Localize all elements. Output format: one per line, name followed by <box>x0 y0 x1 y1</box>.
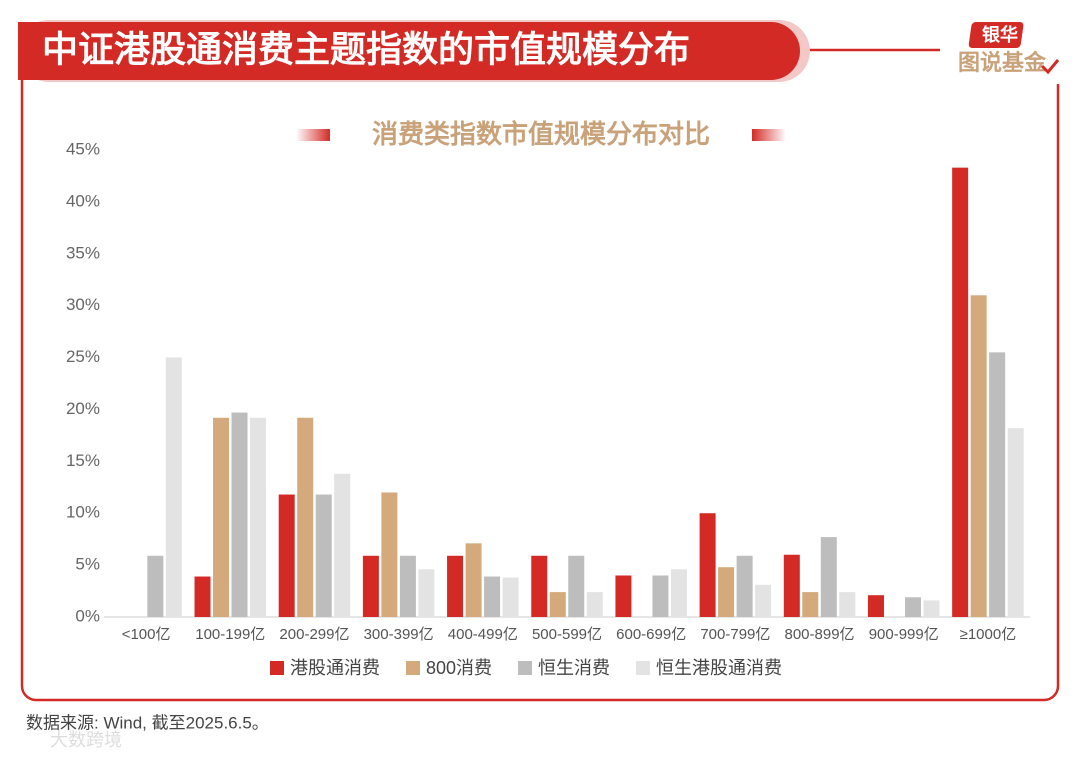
bar <box>904 597 921 617</box>
logo-badge <box>968 22 1024 48</box>
y-tick-label: 35% <box>66 243 100 262</box>
header-band <box>18 22 800 80</box>
y-tick-label: 5% <box>75 555 100 574</box>
legend-label: 恒生港股通消费 <box>656 658 782 678</box>
legend-swatch <box>518 661 533 675</box>
bar <box>586 592 603 617</box>
bar <box>820 537 837 617</box>
logo-slogan: 图说基金 <box>958 50 1047 75</box>
bar <box>736 555 753 617</box>
bar <box>839 592 856 617</box>
y-tick-label: 10% <box>66 503 100 522</box>
bar <box>297 417 314 617</box>
x-tick-label: 700-799亿 <box>700 626 770 643</box>
bar <box>568 555 585 617</box>
bar <box>718 567 735 617</box>
bar <box>315 494 332 617</box>
bar <box>362 555 379 617</box>
watermark: 大数跨境 <box>50 730 122 750</box>
x-tick-label: 200-299亿 <box>279 626 349 643</box>
bar <box>867 595 884 617</box>
bar <box>194 576 211 617</box>
x-tick-label: ≥1000亿 <box>960 626 1017 643</box>
header-band-corner <box>18 22 58 80</box>
x-tick-label: 800-899亿 <box>785 626 855 643</box>
bar <box>278 494 295 617</box>
header-title: 中证港股通消费主题指数的市值规模分布 <box>42 29 690 70</box>
x-tick-label: 500-599亿 <box>532 626 602 643</box>
bar <box>615 575 632 617</box>
bar <box>923 600 940 617</box>
bar <box>1007 428 1024 617</box>
x-tick-label: <100亿 <box>122 626 171 643</box>
bar <box>670 569 687 617</box>
legend-swatch <box>636 661 651 675</box>
bar <box>213 417 230 617</box>
x-tick-label: 900-999亿 <box>869 626 939 643</box>
bar <box>418 569 435 617</box>
subtitle-deco <box>296 129 330 141</box>
bar <box>165 357 182 617</box>
bar <box>147 555 164 617</box>
legend-label: 港股通消费 <box>290 658 380 678</box>
bar <box>531 555 548 617</box>
subtitle-deco <box>752 129 786 141</box>
y-tick-label: 0% <box>75 606 100 625</box>
legend-label: 恒生消费 <box>538 658 610 678</box>
bar <box>484 576 501 617</box>
y-tick-label: 20% <box>66 399 100 418</box>
bar <box>783 554 800 617</box>
bar <box>502 577 519 617</box>
logo-check <box>1040 59 1060 75</box>
bar <box>549 592 566 617</box>
legend-swatch <box>270 661 284 675</box>
x-tick-label: 100-199亿 <box>195 626 265 643</box>
bar <box>465 543 482 617</box>
x-tick-label: 300-399亿 <box>364 626 434 643</box>
bar <box>447 555 464 617</box>
legend-label: 800消费 <box>426 658 492 678</box>
bar <box>952 167 969 618</box>
y-tick-label: 25% <box>66 347 100 366</box>
bar <box>699 513 716 617</box>
bar <box>381 492 398 617</box>
y-tick-label: 40% <box>66 191 100 210</box>
bar <box>970 295 987 617</box>
y-tick-label: 15% <box>66 451 100 470</box>
logo-brand: 银华 <box>982 24 1018 45</box>
bar <box>989 352 1006 617</box>
source-note: 数据来源: Wind, 截至2025.6.5。 <box>26 713 269 732</box>
bar <box>802 592 819 617</box>
chart-subtitle: 消费类指数市值规模分布对比 <box>372 119 710 149</box>
bar <box>334 473 351 617</box>
x-tick-label: 600-699亿 <box>616 626 686 643</box>
y-tick-label: 45% <box>66 139 100 158</box>
bar <box>231 412 248 617</box>
x-tick-label: 400-499亿 <box>448 626 518 643</box>
bar <box>399 555 416 617</box>
bar <box>755 584 772 617</box>
bar <box>652 575 669 617</box>
bar <box>250 417 267 617</box>
y-tick-label: 30% <box>66 295 100 314</box>
legend-swatch <box>406 661 420 675</box>
